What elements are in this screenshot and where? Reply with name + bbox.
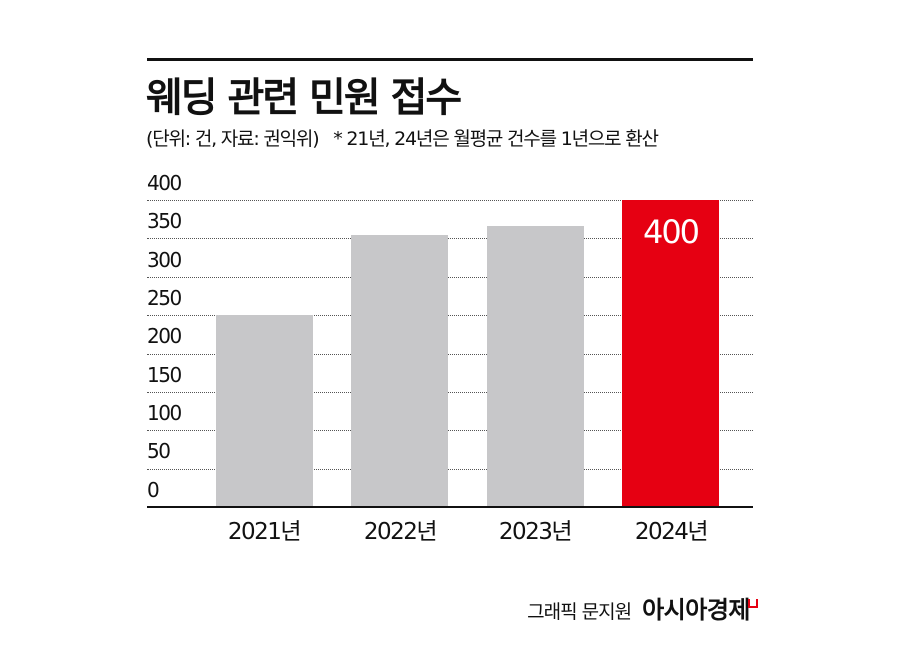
y-tick-100: 100 xyxy=(147,401,182,425)
x-tick-2022: 2022년 xyxy=(363,519,438,545)
top-rule xyxy=(147,58,753,61)
brand-mark-icon xyxy=(748,599,758,608)
y-tick-300: 300 xyxy=(147,248,182,272)
unit-source-label: (단위: 건, 자료: 권익위) xyxy=(146,128,320,150)
gridline-150 xyxy=(147,392,753,393)
bar-2024: 400 xyxy=(622,200,719,507)
bar-chart-plot: 400 350 300 250 200 150 100 50 0 400 xyxy=(147,170,753,510)
gridline-250 xyxy=(147,315,753,316)
gridline-400 xyxy=(147,200,753,201)
bar-2023 xyxy=(487,226,584,507)
y-tick-0: 0 xyxy=(147,478,160,502)
bar-value-label-2024: 400 xyxy=(642,213,700,251)
bar-2022 xyxy=(351,235,448,507)
y-tick-50: 50 xyxy=(147,439,171,463)
y-tick-200: 200 xyxy=(147,324,182,348)
chart-subtitle: (단위: 건, 자료: 권익위) * 21년, 24년은 월평균 건수를 1년으… xyxy=(146,126,659,152)
x-tick-2021: 2021년 xyxy=(227,519,302,545)
y-tick-350: 350 xyxy=(147,209,182,233)
x-axis-baseline xyxy=(147,506,753,508)
gridline-100 xyxy=(147,430,753,431)
y-tick-400: 400 xyxy=(147,171,182,195)
graphic-credit: 그래픽 문지원 xyxy=(527,601,632,623)
gridline-50 xyxy=(147,469,753,470)
gridline-200 xyxy=(147,354,753,355)
conversion-note: * 21년, 24년은 월평균 건수를 1년으로 환산 xyxy=(333,128,659,150)
footer-credit: 그래픽 문지원 아시아경제 xyxy=(527,596,750,626)
gridline-300 xyxy=(147,277,753,278)
bar-2021 xyxy=(216,315,313,507)
y-tick-250: 250 xyxy=(147,286,182,310)
chart-title: 웨딩 관련 민원 접수 xyxy=(146,75,462,121)
x-tick-2024: 2024년 xyxy=(634,519,709,545)
gridline-350 xyxy=(147,238,753,239)
brand-logo-text: 아시아경제 xyxy=(642,596,750,624)
y-tick-150: 150 xyxy=(147,363,182,387)
x-tick-2023: 2023년 xyxy=(498,519,573,545)
